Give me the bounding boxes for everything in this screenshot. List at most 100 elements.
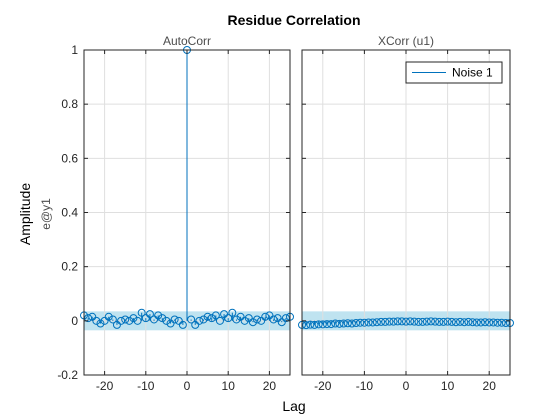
panel-xcorr-point: [364, 318, 373, 327]
panel-autocorr: -20 -10 0 10 20 -0.2 0 0.2 0.4 0.6 0.8 1 AutoCorr: [57, 34, 294, 393]
panel-autocorr-x-tick-label: -20: [96, 379, 114, 393]
panel-autocorr-x-tick-label: 0: [184, 379, 191, 393]
panel-xcorr-point: [489, 318, 498, 327]
panel-autocorr-x-tick-label: -10: [137, 379, 155, 393]
panel-xcorr-point: [464, 317, 473, 326]
panel-autocorr-point: [224, 314, 233, 323]
panel-xcorr-x-tick-label: 0: [403, 379, 410, 393]
panel-xcorr: -20 -10 0 10 20 XCorr (u1) Noise 1: [298, 34, 514, 393]
panel-xcorr-point: [343, 319, 352, 328]
panel-xcorr-point: [402, 317, 410, 326]
panel-xcorr-point: [318, 320, 327, 329]
panel-autocorr-point: [112, 320, 121, 329]
panel-xcorr-point: [314, 320, 323, 329]
panel-autocorr-point: [117, 316, 126, 325]
panel-autocorr-point: [281, 314, 290, 323]
panel-autocorr-point: [273, 314, 282, 323]
panel-autocorr-point: [240, 316, 249, 325]
panel-autocorr-point: [228, 308, 237, 317]
panel-xcorr-point: [431, 317, 440, 326]
panel-xcorr-point: [331, 319, 340, 328]
panel-xcorr-point: [339, 319, 348, 328]
panel-xcorr-point: [456, 317, 465, 326]
panel-xcorr-point: [447, 317, 456, 326]
panel-xcorr-point: [385, 317, 394, 326]
panel-autocorr-point: [170, 315, 179, 324]
panel-xcorr-legend-box: [405, 61, 503, 84]
panel-autocorr-point: [92, 316, 101, 325]
y-tick-label: 0.8: [61, 97, 78, 111]
panel-xcorr-point: [476, 318, 485, 327]
panel-autocorr-point: [162, 316, 171, 325]
panel-xcorr-point: [468, 318, 477, 327]
panel-autocorr-point: [125, 316, 134, 325]
panel-autocorr-point: [244, 314, 253, 323]
panel-xcorr-point: [410, 317, 419, 326]
panel-autocorr-point: [191, 320, 200, 329]
panel-xcorr-point: [327, 320, 336, 329]
panel-xcorr-point: [356, 318, 365, 327]
panel-autocorr-point: [265, 311, 274, 320]
panel-autocorr-point: [257, 316, 266, 325]
panel-autocorr-point: [100, 316, 109, 325]
panel-xcorr-point: [360, 318, 369, 327]
panel-autocorr-point: [187, 315, 196, 324]
panel-xcorr-point: [397, 317, 406, 326]
panel-autocorr-point: [215, 316, 224, 325]
panel-autocorr-point: [166, 319, 175, 328]
panel-autocorr-series: [80, 46, 294, 329]
panel-xcorr-point: [306, 320, 315, 329]
panel-autocorr-point: [199, 315, 208, 324]
y-tick-label: 0.2: [61, 260, 78, 274]
panel-xcorr-legend-entry: Noise 1: [452, 66, 493, 80]
panel-autocorr-point: [269, 315, 278, 324]
panel-xcorr-point: [443, 317, 452, 326]
panel-xcorr-point: [418, 317, 427, 326]
chart-title: Residue Correlation: [227, 12, 360, 28]
panel-xcorr-x-tick-label: 20: [483, 379, 497, 393]
panel-autocorr-point: [253, 315, 262, 324]
panel-xcorr-series: [298, 317, 514, 330]
panel-autocorr-point: [236, 312, 245, 321]
panel-autocorr-point: [154, 311, 163, 320]
y-axis-label: Amplitude: [17, 183, 33, 245]
panel-xcorr-point: [377, 317, 386, 326]
panel-xcorr-point: [485, 318, 494, 327]
panel-autocorr-point: [145, 310, 154, 319]
panel-xcorr-point: [381, 317, 390, 326]
panel-autocorr-point: [277, 318, 286, 327]
panel-autocorr-point: [261, 312, 270, 321]
panel-autocorr-x-tick-label: 20: [263, 379, 277, 393]
panel-xcorr-point: [497, 318, 506, 327]
panel-xcorr-point: [393, 317, 402, 326]
panel-xcorr-point: [335, 319, 344, 328]
y-tick-label: 0.6: [61, 151, 78, 165]
panel-autocorr-point: [211, 311, 220, 320]
panel-xcorr-x-tick-label: -20: [314, 379, 332, 393]
panel-autocorr-point: [108, 315, 117, 324]
y-tick-label: -0.2: [57, 368, 78, 382]
panel-autocorr-point: [203, 312, 212, 321]
panel-autocorr-point: [195, 316, 204, 325]
panel-xcorr-point: [451, 318, 460, 327]
panel-xcorr-point: [322, 320, 331, 329]
panel-xcorr-legend: Noise 1: [405, 61, 503, 84]
panel-autocorr-point: [141, 314, 150, 323]
panel-autocorr-point: [248, 318, 257, 327]
panel-xcorr-point: [368, 318, 377, 327]
panel-xcorr-point: [352, 319, 361, 327]
y-tick-label: 1: [71, 43, 78, 57]
panel-autocorr-point: [96, 319, 105, 328]
panel-autocorr-x-tick-label: 10: [222, 379, 236, 393]
panel-xcorr-point: [472, 318, 481, 327]
panel-xcorr-point: [414, 317, 423, 326]
panel-autocorr-point: [121, 315, 130, 324]
panel-autocorr-point: [220, 310, 229, 319]
panel-xcorr-point: [493, 318, 502, 327]
panel-autocorr-point: [137, 308, 146, 317]
panel-xcorr-x-tick-label: 10: [441, 379, 455, 393]
y-axis-sublabel: e@y1: [39, 198, 53, 230]
panel-xcorr-point: [435, 317, 444, 326]
panel-autocorr-point: [104, 312, 113, 321]
